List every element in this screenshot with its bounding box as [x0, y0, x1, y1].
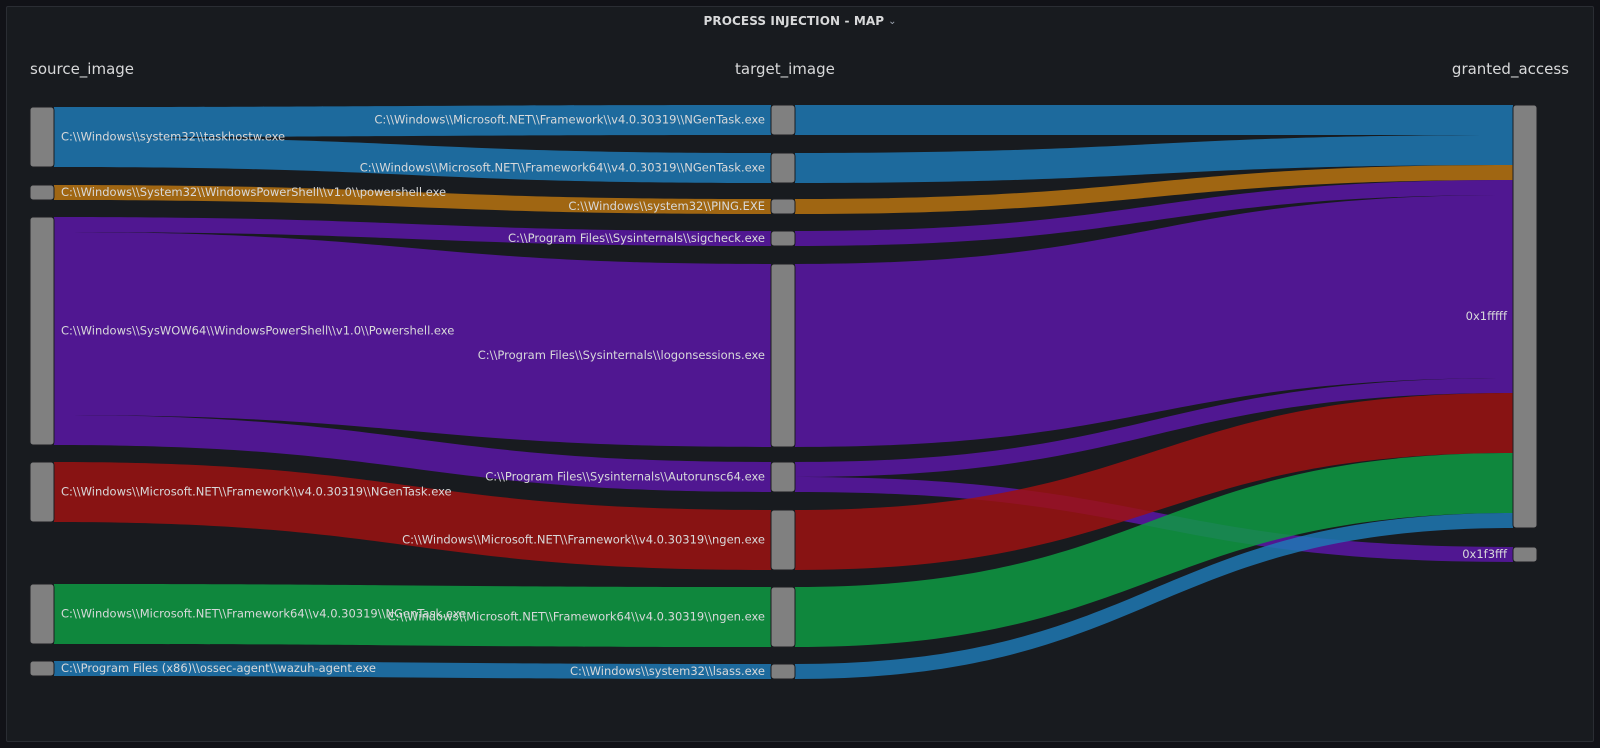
sankey-node-label: C:\\Windows\\System32\\WindowsPowerShell…	[61, 185, 446, 199]
sankey-link[interactable]	[54, 232, 771, 447]
sankey-node-label: C:\\Windows\\SysWOW64\\WindowsPowerShell…	[61, 324, 454, 338]
sankey-node[interactable]	[770, 461, 796, 493]
sankey-node-label: C:\\Program Files\\Sysinternals\\sigchec…	[508, 231, 765, 245]
sankey-node[interactable]	[770, 230, 796, 247]
sankey-labels: C:\\Windows\\system32\\taskhostw.exe C:\\…	[61, 113, 1508, 679]
sankey-node-label: C:\\Windows\\Microsoft.NET\\Framework\\v…	[374, 113, 765, 127]
sankey-nodes	[29, 104, 1538, 680]
sankey-link[interactable]	[795, 378, 1513, 477]
sankey-node[interactable]	[29, 461, 55, 523]
sankey-node[interactable]	[29, 184, 55, 201]
sankey-link[interactable]	[54, 584, 771, 647]
sankey-link[interactable]	[795, 105, 1513, 135]
sankey-node-label: C:\\Windows\\Microsoft.NET\\Framework\\v…	[402, 533, 765, 547]
sankey-link[interactable]	[54, 137, 771, 183]
sankey-link[interactable]	[795, 180, 1513, 246]
sankey-link[interactable]	[54, 415, 771, 492]
column-header-source: source_image	[30, 60, 135, 78]
sankey-node-label: C:\\Windows\\Microsoft.NET\\Framework\\v…	[61, 485, 452, 499]
sankey-node[interactable]	[770, 104, 796, 136]
sankey-node-label: C:\\Windows\\Microsoft.NET\\Framework64\…	[61, 607, 466, 621]
sankey-node[interactable]	[29, 583, 55, 645]
sankey-link[interactable]	[795, 195, 1513, 447]
sankey-node[interactable]	[770, 152, 796, 184]
sankey-node-label: C:\\Windows\\system32\\lsass.exe	[570, 664, 765, 678]
sankey-node-label: C:\\Windows\\Microsoft.NET\\Framework64\…	[387, 610, 765, 624]
panel-header[interactable]: PROCESS INJECTION - MAP ⌄	[7, 7, 1593, 35]
sankey-chart: C:\\Windows\\system32\\taskhostw.exe C:\\…	[29, 104, 1538, 680]
sankey-node[interactable]	[770, 663, 796, 680]
sankey-link[interactable]	[795, 165, 1513, 214]
sankey-node[interactable]	[29, 660, 55, 677]
sankey-link[interactable]	[795, 513, 1513, 679]
sankey-node[interactable]	[29, 106, 55, 168]
sankey-link[interactable]	[795, 135, 1513, 183]
sankey-node-label: 0x1fffff	[1466, 309, 1508, 323]
sankey-node-label: 0x1f3fff	[1462, 547, 1508, 561]
sankey-node[interactable]	[1512, 104, 1538, 529]
sankey-node[interactable]	[770, 263, 796, 448]
sankey-node-label: C:\\Program Files\\Sysinternals\\logonse…	[478, 348, 765, 362]
column-header-access: granted_access	[1451, 60, 1569, 78]
sankey-node[interactable]	[1512, 546, 1538, 563]
sankey-link[interactable]	[54, 105, 771, 137]
sankey-link[interactable]	[54, 185, 771, 214]
column-header-target: target_image	[735, 60, 835, 78]
sankey-node-label: C:\\Program Files (x86)\\ossec-agent\\wa…	[61, 661, 376, 675]
sankey-node-label: C:\\Program Files\\Sysinternals\\Autorun…	[485, 470, 765, 484]
sankey-node-label: C:\\Windows\\Microsoft.NET\\Framework64\…	[360, 161, 765, 175]
sankey-node[interactable]	[770, 198, 796, 215]
sankey-node-label: C:\\Windows\\system32\\PING.EXE	[568, 199, 765, 213]
sankey-link[interactable]	[54, 661, 771, 679]
sankey-link[interactable]	[54, 462, 771, 570]
panel-title[interactable]: PROCESS INJECTION - MAP	[703, 14, 885, 28]
sankey-panel: PROCESS INJECTION - MAP ⌄ source_image t…	[6, 6, 1594, 742]
sankey-link[interactable]	[54, 217, 771, 246]
sankey-link[interactable]	[795, 453, 1513, 647]
sankey-link[interactable]	[795, 393, 1513, 570]
sankey-node[interactable]	[770, 586, 796, 648]
sankey-node[interactable]	[770, 509, 796, 571]
sankey-links	[54, 105, 1513, 679]
sankey-node[interactable]	[29, 216, 55, 446]
chevron-down-icon[interactable]: ⌄	[888, 15, 897, 27]
sankey-node-label: C:\\Windows\\system32\\taskhostw.exe	[61, 130, 285, 144]
